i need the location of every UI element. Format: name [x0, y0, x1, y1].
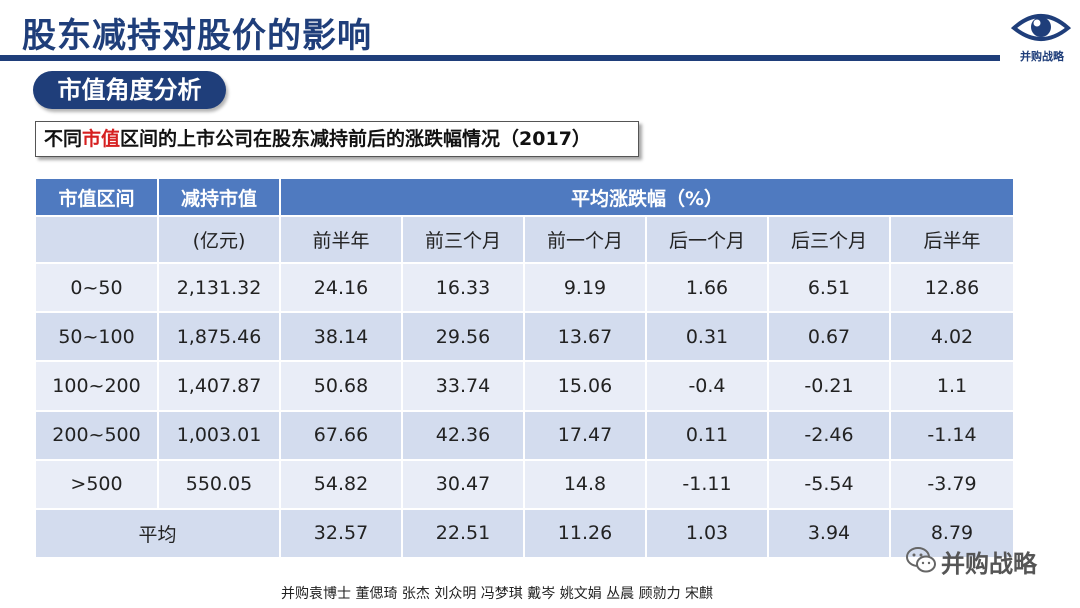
- table-cell: 4.02: [890, 312, 1016, 363]
- average-cell: 1.03: [646, 508, 769, 560]
- header-range: 市值区间: [36, 179, 159, 217]
- table-cell: 0.67: [768, 312, 891, 363]
- table-cell: 0~50: [36, 263, 159, 314]
- table-cell: -3.79: [890, 459, 1016, 510]
- table-cell: 15.06: [524, 361, 647, 412]
- watermark-text: 并购战略: [941, 550, 1037, 578]
- table-cell: 2,131.32: [158, 263, 281, 314]
- caption-suffix: 区间的上市公司在股东减持前后的涨跌幅情况（2017）: [120, 128, 591, 150]
- table-cell: -0.21: [768, 361, 891, 412]
- table-cell: -1.11: [646, 459, 769, 510]
- table-cell: 33.74: [402, 361, 525, 412]
- subheader-row: (亿元) 前半年 前三个月 前一个月 后一个月 后三个月 后半年: [36, 216, 1016, 265]
- table-cell: 0.31: [646, 312, 769, 363]
- table-cell: 1.1: [890, 361, 1016, 412]
- average-cell: 3.94: [768, 508, 891, 560]
- table-cell: 30.47: [402, 459, 525, 510]
- table-cell: 29.56: [402, 312, 525, 363]
- table-cell: 67.66: [280, 410, 403, 461]
- eye-logo-icon: [1010, 14, 1072, 41]
- table-caption: 不同市值区间的上市公司在股东减持前后的涨跌幅情况（2017）: [35, 121, 639, 157]
- caption-highlight: 市值: [82, 128, 121, 150]
- subheader-cell: 后三个月: [768, 216, 891, 265]
- table-row: 50~100 1,875.46 38.14 29.56 13.67 0.31 0…: [36, 312, 1016, 363]
- table-cell: 42.36: [402, 410, 525, 461]
- footer-authors: 并购袁博士 董偲琦 张杰 刘众明 冯梦琪 戴岑 姚文娟 丛晨 顾勍力 宋麒: [281, 586, 714, 602]
- table-cell: 14.8: [524, 459, 647, 510]
- table-cell: -2.46: [768, 410, 891, 461]
- table-cell: 13.67: [524, 312, 647, 363]
- subheader-cell: 前三个月: [402, 216, 525, 265]
- table-cell: 100~200: [36, 361, 159, 412]
- subheader-cell: 后半年: [890, 216, 1016, 265]
- table-cell: 1,875.46: [158, 312, 281, 363]
- table-cell: >500: [36, 459, 159, 510]
- table-cell: 6.51: [768, 263, 891, 314]
- table-row: 100~200 1,407.87 50.68 33.74 15.06 -0.4 …: [36, 361, 1016, 412]
- caption-prefix: 不同: [44, 128, 83, 150]
- header-avg-change: 平均涨跌幅（%）: [280, 179, 1016, 217]
- watermark: 并购战略: [905, 540, 1055, 580]
- average-cell: 22.51: [402, 508, 525, 560]
- subheader-cell: 前半年: [280, 216, 403, 265]
- wechat-icon: [906, 547, 936, 573]
- average-label: 平均: [36, 508, 281, 560]
- logo-text: 并购战略: [1020, 50, 1064, 63]
- table-cell: 0.11: [646, 410, 769, 461]
- table-cell: -1.14: [890, 410, 1016, 461]
- subheader-cell: (亿元): [158, 216, 281, 265]
- table-cell: 17.47: [524, 410, 647, 461]
- table-cell: 54.82: [280, 459, 403, 510]
- table-row: 0~50 2,131.32 24.16 16.33 9.19 1.66 6.51…: [36, 263, 1016, 314]
- table-cell: 12.86: [890, 263, 1016, 314]
- header-value: 减持市值: [158, 179, 281, 217]
- average-row: 平均 32.57 22.51 11.26 1.03 3.94 8.79: [36, 508, 1016, 560]
- table-cell: 50.68: [280, 361, 403, 412]
- table-row: 200~500 1,003.01 67.66 42.36 17.47 0.11 …: [36, 410, 1016, 461]
- table-cell: -0.4: [646, 361, 769, 412]
- table-row: >500 550.05 54.82 30.47 14.8 -1.11 -5.54…: [36, 459, 1016, 510]
- subheader-cell: 后一个月: [646, 216, 769, 265]
- table-cell: 1,407.87: [158, 361, 281, 412]
- table-cell: 9.19: [524, 263, 647, 314]
- table-cell: 24.16: [280, 263, 403, 314]
- table-cell: 1.66: [646, 263, 769, 314]
- table-cell: 550.05: [158, 459, 281, 510]
- table-cell: 200~500: [36, 410, 159, 461]
- average-cell: 32.57: [280, 508, 403, 560]
- table-cell: -5.54: [768, 459, 891, 510]
- table-cell: 38.14: [280, 312, 403, 363]
- subheader-cell: [36, 216, 159, 265]
- title-divider: [0, 55, 1000, 61]
- change-table: 市值区间 减持市值 平均涨跌幅（%） (亿元) 前半年 前三个月 前一个月 后一…: [36, 179, 1016, 560]
- table-cell: 16.33: [402, 263, 525, 314]
- subheader-cell: 前一个月: [524, 216, 647, 265]
- section-label: 市值角度分析: [33, 71, 226, 109]
- page-title: 股东减持对股价的影响: [22, 16, 372, 56]
- average-cell: 11.26: [524, 508, 647, 560]
- table-cell: 50~100: [36, 312, 159, 363]
- table-cell: 1,003.01: [158, 410, 281, 461]
